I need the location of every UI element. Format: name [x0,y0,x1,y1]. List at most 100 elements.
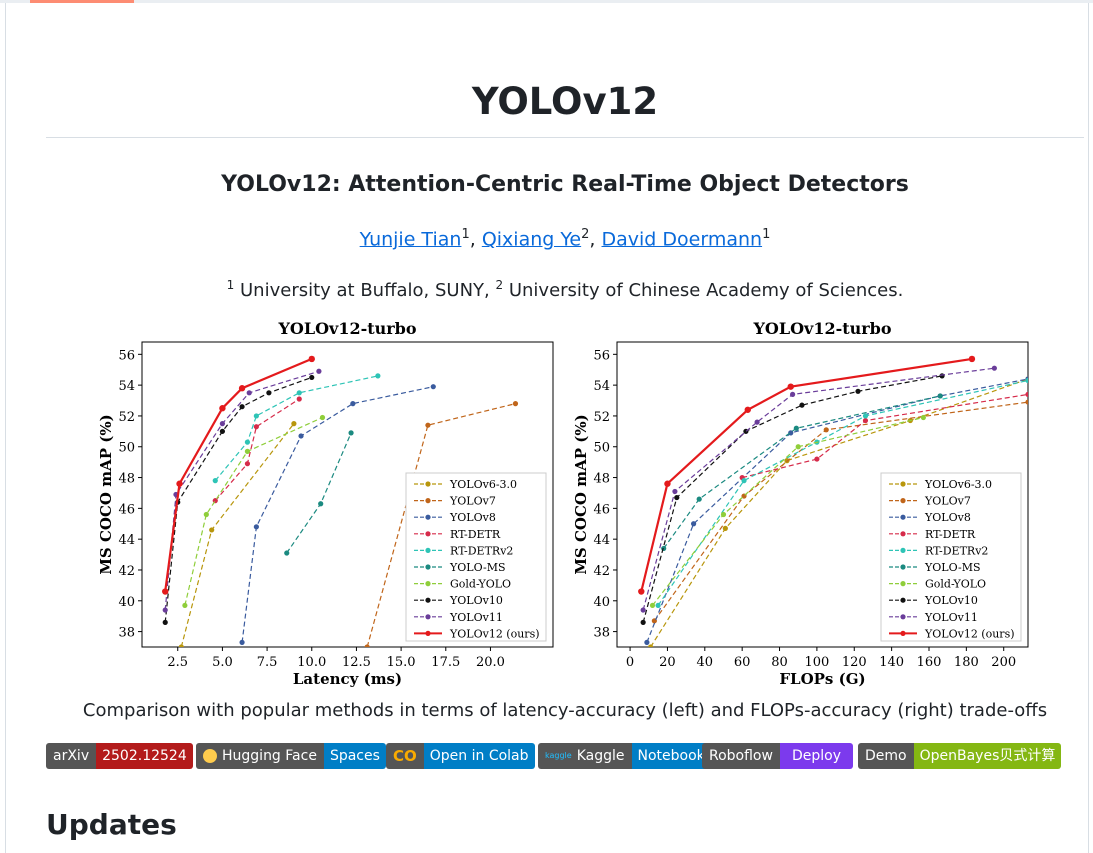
chart-title: YOLOv12-turbo [277,319,416,338]
y-tick-label: 38 [118,626,135,641]
hugging-face-badge[interactable]: Hugging Face Spaces [196,743,386,769]
legend-label: YOLOv11 [449,611,503,624]
y-tick-label: 52 [593,410,610,425]
series-group [162,355,519,647]
data-point [512,401,519,407]
arxiv-badge[interactable]: arXiv 2502.12524 [46,743,193,769]
legend-label: YOLOv10 [449,594,503,607]
author-link-3[interactable]: David Doermann [601,228,763,251]
legend-marker [900,630,906,636]
data-point [937,393,943,399]
legend-marker [425,498,431,504]
legend-marker [900,614,906,620]
author-list: Yunjie Tian1, Qixiang Ye2, David Doerman… [46,220,1084,254]
data-point [991,365,997,371]
legend-label: YOLO-MS [924,561,981,574]
readme-title: YOLOv12 [471,80,659,123]
y-tick-label: 44 [118,533,135,548]
data-point [212,478,218,484]
legend-marker [425,531,431,537]
author-separator: , [589,228,602,251]
legend-label: Gold-YOLO [925,578,986,591]
data-point [238,385,246,392]
series-line [653,401,1028,622]
data-point [754,419,760,425]
active-tab-indicator [30,0,134,3]
data-point [696,496,702,502]
demo-badge[interactable]: Demo OpenBayes贝式计算 [858,743,1062,769]
data-point [364,644,370,647]
series-line [663,395,941,549]
x-tick-label: 5.0 [212,655,233,670]
readme-border-right [1088,3,1089,853]
affiliation-text: University of Chinese Academy of Science… [503,280,904,301]
series-line [180,423,295,647]
series-group [638,355,1028,647]
data-point [244,439,251,445]
series-line [241,386,434,643]
affiliation-mark: 2 [495,278,504,292]
kaggle-badge[interactable]: kaggle Kaggle Notebook [538,743,711,769]
colab-icon: CO [393,747,417,765]
legend-label: Gold-YOLO [450,578,511,591]
colab-badge[interactable]: CO Open in Colab [386,743,535,769]
x-tick-label: 20.0 [476,655,505,670]
data-point [855,388,861,394]
chart-svg: YOLOv12-turbo 38 40 42 44 46 48 50 52 54 56 0 20 40 60… [572,319,1029,688]
data-point [203,511,209,518]
data-point [253,413,259,419]
data-point [640,607,646,613]
data-point [209,527,215,533]
data-point [182,602,188,609]
legend-marker [425,581,431,587]
x-axis-label: FLOPs (G) [779,670,865,688]
legend-marker [425,614,431,620]
data-point [375,373,381,379]
data-point [655,602,661,609]
legend-marker [900,547,906,553]
legend-marker [425,597,431,603]
roboflow-badge[interactable]: Roboflow Deploy [702,743,853,769]
y-tick-label: 48 [593,472,610,487]
data-point [672,488,678,495]
badge-value: OpenBayes贝式计算 [913,743,1062,769]
data-point [744,406,751,413]
y-tick-label: 48 [118,472,135,487]
legend-marker [900,597,906,603]
author-link-2[interactable]: Qixiang Ye [481,228,582,251]
data-point [219,405,226,412]
data-point [1025,391,1028,397]
data-point [814,456,820,462]
legend-label: YOLOv8 [449,511,496,524]
data-point [298,433,304,439]
data-point [348,430,354,436]
plot-frame [141,341,554,648]
data-point [430,384,436,390]
legend-label: YOLOv8 [924,511,971,524]
author-separator: , [469,228,482,251]
series-line [652,416,924,606]
badge-value: Open in Colab [423,743,535,769]
badge-label: Kaggle [576,748,625,764]
legend-box [405,472,547,642]
author-link-1[interactable]: Yunjie Tian [359,228,462,251]
x-tick-label: 60 [734,655,751,670]
author-affiliation-mark: 1 [762,227,771,242]
x-tick-label: 120 [842,655,867,670]
legend-marker [425,514,431,520]
data-point [253,424,259,430]
x-tick-label: 40 [697,655,714,670]
legend-label: RT-DETR [450,528,501,541]
data-point [176,480,183,487]
badge-value: Deploy [779,743,853,769]
x-tick-label: 200 [991,655,1016,670]
data-point [219,421,226,427]
header-divider [0,0,1093,3]
series-line [366,403,516,647]
series-line [642,375,943,623]
data-point [640,619,646,625]
legend-label: YOLOv10 [924,594,978,607]
y-axis-label: MS COCO mAP (%) [97,414,115,574]
y-tick-label: 54 [118,379,135,394]
legend-marker [425,564,431,570]
